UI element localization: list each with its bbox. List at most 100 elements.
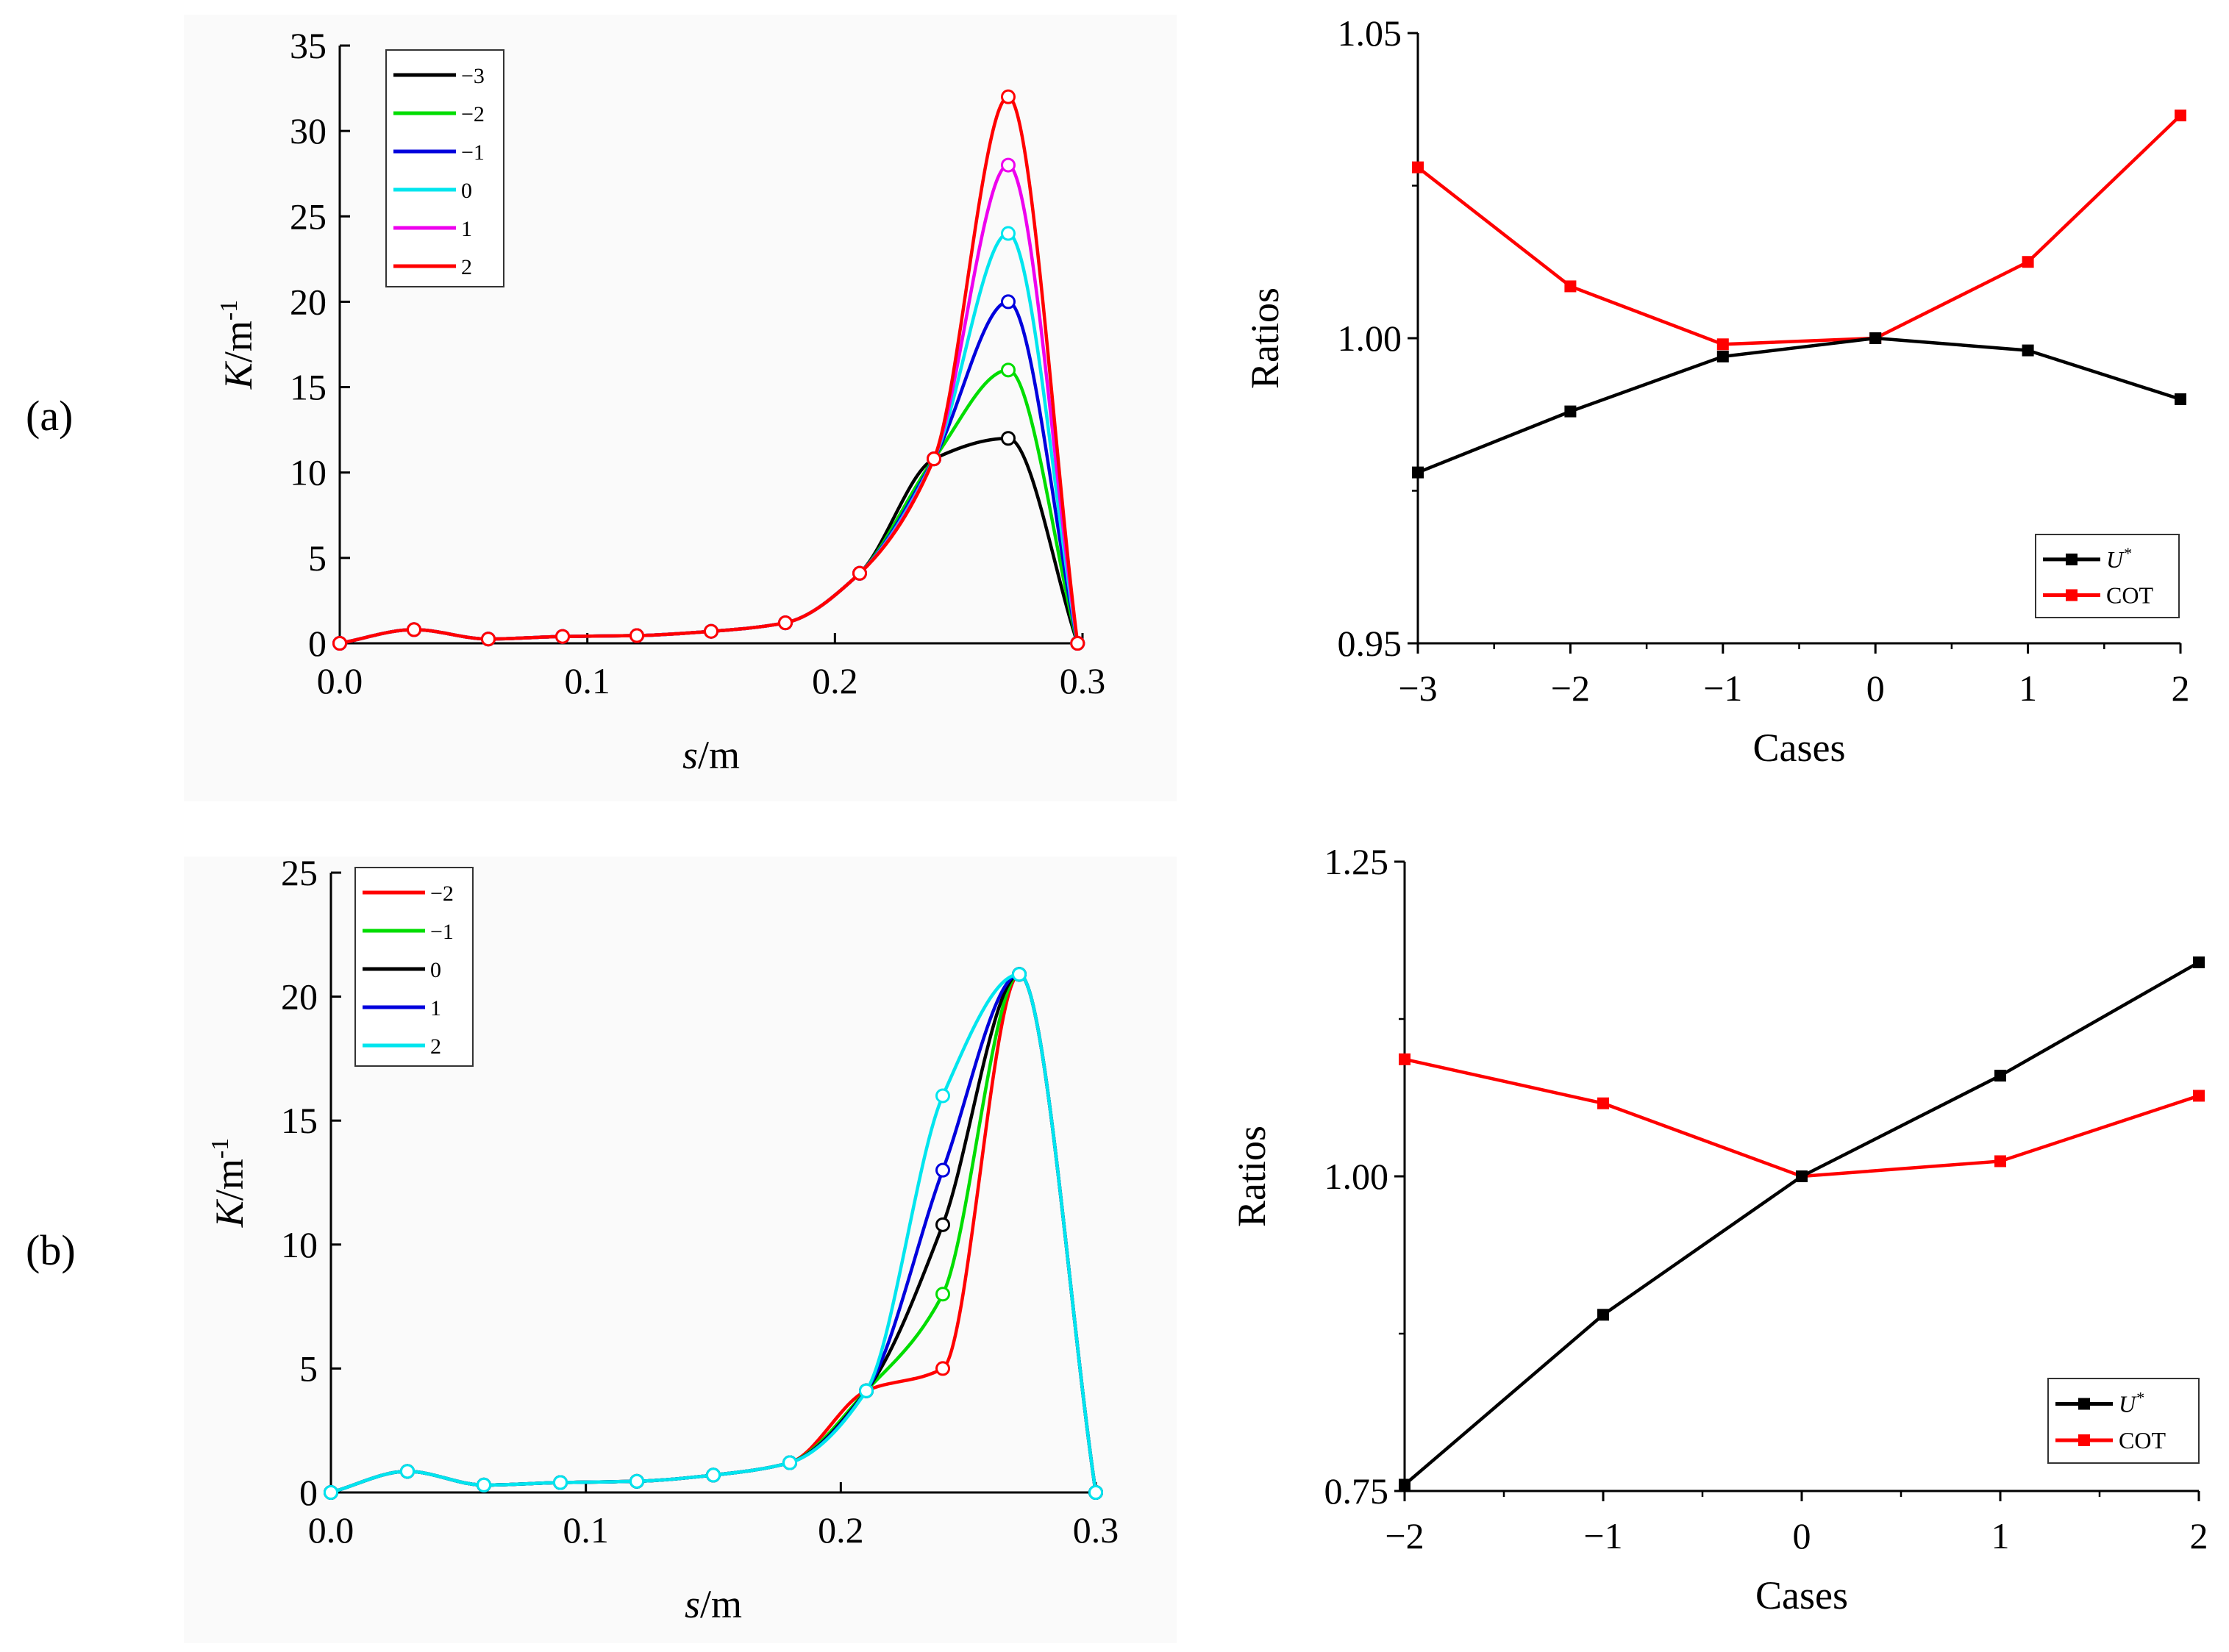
legend-label-U: U* <box>2119 1389 2144 1417</box>
data-point-2 <box>477 1477 491 1492</box>
y-tick-label: 15 <box>281 1100 318 1141</box>
x-tick-label: 0 <box>1793 1515 1811 1556</box>
data-point-U <box>1994 1070 2006 1082</box>
chart-b-right: 0.75 1.00 1.25 −2 −1 0 1 2 Cases Ratios U* COT <box>1230 841 2208 1617</box>
data-point-2 <box>407 622 421 637</box>
data-point-U <box>1869 332 1882 344</box>
y-axis-label: Ratios <box>1243 287 1287 389</box>
y-tick-label: 10 <box>281 1224 318 1265</box>
data-point-0 <box>1001 226 1016 241</box>
data-point-U <box>2175 393 2186 405</box>
legend-label-U-star: * <box>2136 1389 2144 1407</box>
legend-label: 1 <box>461 217 472 241</box>
data-point-U <box>1399 1478 1410 1491</box>
panel-label-a: (a) <box>26 392 73 440</box>
legend-marker-U <box>2066 553 2078 565</box>
y-axis-label: Ratios <box>1230 1126 1274 1227</box>
legend-label: 0 <box>430 958 441 982</box>
data-point-2 <box>332 636 347 651</box>
data-point-2 <box>859 1383 874 1398</box>
data-point-COT <box>2193 1090 2205 1102</box>
y-tick-label: 1.25 <box>1324 841 1389 882</box>
legend-marker-U <box>2078 1398 2090 1410</box>
data-point-2 <box>481 632 496 647</box>
data-point-COT <box>2022 256 2034 268</box>
x-tick-label: 2 <box>2190 1515 2208 1556</box>
y-tick-label: 1.00 <box>1338 318 1402 359</box>
data-point-2 <box>1012 967 1027 982</box>
data-point-U <box>1796 1170 1808 1182</box>
y-tick-label: 5 <box>299 1348 318 1389</box>
legend-label: −1 <box>430 920 454 944</box>
data-point-2 <box>555 629 570 644</box>
legend-label: −3 <box>461 64 485 88</box>
legend-box <box>385 49 504 287</box>
legend-label-COT: COT <box>2119 1427 2166 1453</box>
data-point-2 <box>630 628 644 643</box>
data-point-0 <box>935 1217 950 1232</box>
data-point-2 <box>1001 89 1016 104</box>
data-point--3 <box>1001 431 1016 446</box>
data-point-2 <box>1070 636 1085 651</box>
x-tick-label: −2 <box>1551 668 1590 709</box>
series-line-U <box>1417 336 2181 474</box>
legend-label-U-base: U <box>2119 1391 2137 1417</box>
legend-box <box>2047 1378 2200 1464</box>
data-point-2 <box>324 1485 338 1500</box>
data-point-1 <box>1001 157 1016 173</box>
y-tick-label: 10 <box>290 452 327 493</box>
panel-label-b: (b) <box>26 1226 76 1274</box>
data-point-2 <box>630 1473 644 1489</box>
data-point-2 <box>400 1464 415 1479</box>
legend-marker-COT <box>2078 1434 2090 1446</box>
data-point--1 <box>935 1287 950 1302</box>
panel-a-left-background <box>184 15 1177 801</box>
x-tick-label: 1 <box>2019 668 2037 709</box>
legend-box <box>2035 534 2180 618</box>
x-tick-label: 0.1 <box>564 660 610 701</box>
x-tick-label: 0.3 <box>1073 1509 1119 1551</box>
y-tick-label: 0.75 <box>1324 1470 1389 1512</box>
data-point-COT <box>1399 1053 1410 1065</box>
x-tick-label: 0 <box>1866 668 1885 709</box>
data-point--2 <box>935 1361 950 1376</box>
x-tick-label: 0.2 <box>818 1509 864 1551</box>
legend-label: −2 <box>461 102 485 126</box>
x-tick-label: 0.3 <box>1060 660 1106 701</box>
legend-label-U-base: U <box>2106 546 2125 573</box>
legend-box <box>354 867 474 1067</box>
data-point--1 <box>1001 294 1016 310</box>
legend-label-U-star: * <box>2123 544 2131 562</box>
data-point--2 <box>1001 362 1016 378</box>
x-tick-label: −2 <box>1385 1515 1424 1556</box>
series-line-COT <box>1416 114 2182 346</box>
x-tick-label: −1 <box>1703 668 1742 709</box>
data-point-U <box>2193 956 2205 968</box>
legend-label: −1 <box>461 140 485 165</box>
legend-label: 0 <box>461 179 472 203</box>
x-tick-label: 1 <box>1991 1515 2010 1556</box>
y-tick-label: 20 <box>290 281 327 322</box>
y-tick-label: 25 <box>281 852 318 893</box>
chart-b-left: 0 5 10 15 20 25 0.0 0.1 0.2 0.3 s/m K/m-1 −2 −1 0 1 2 <box>207 852 1119 1626</box>
data-point-COT <box>1564 280 1577 293</box>
data-point-2 <box>706 1467 721 1483</box>
y-axis-label: K/m-1 <box>215 300 260 390</box>
data-point-COT <box>1994 1155 2006 1168</box>
x-tick-label: −1 <box>1583 1515 1622 1556</box>
data-point-2 <box>778 615 793 631</box>
y-tick-label: 15 <box>290 367 327 408</box>
data-point-2 <box>704 623 718 639</box>
legend-label: 2 <box>430 1034 441 1059</box>
data-point-2 <box>1088 1485 1103 1500</box>
data-point-2 <box>852 565 867 581</box>
x-tick-label: 0.0 <box>317 660 363 701</box>
y-tick-label: 20 <box>281 976 318 1018</box>
y-tick-label: 0 <box>299 1472 318 1513</box>
data-point-2 <box>927 451 941 467</box>
y-tick-label: 35 <box>290 25 327 66</box>
data-point-U <box>1412 466 1424 479</box>
data-point-2 <box>935 1088 950 1104</box>
x-axis-label: Cases <box>1755 1573 1848 1617</box>
